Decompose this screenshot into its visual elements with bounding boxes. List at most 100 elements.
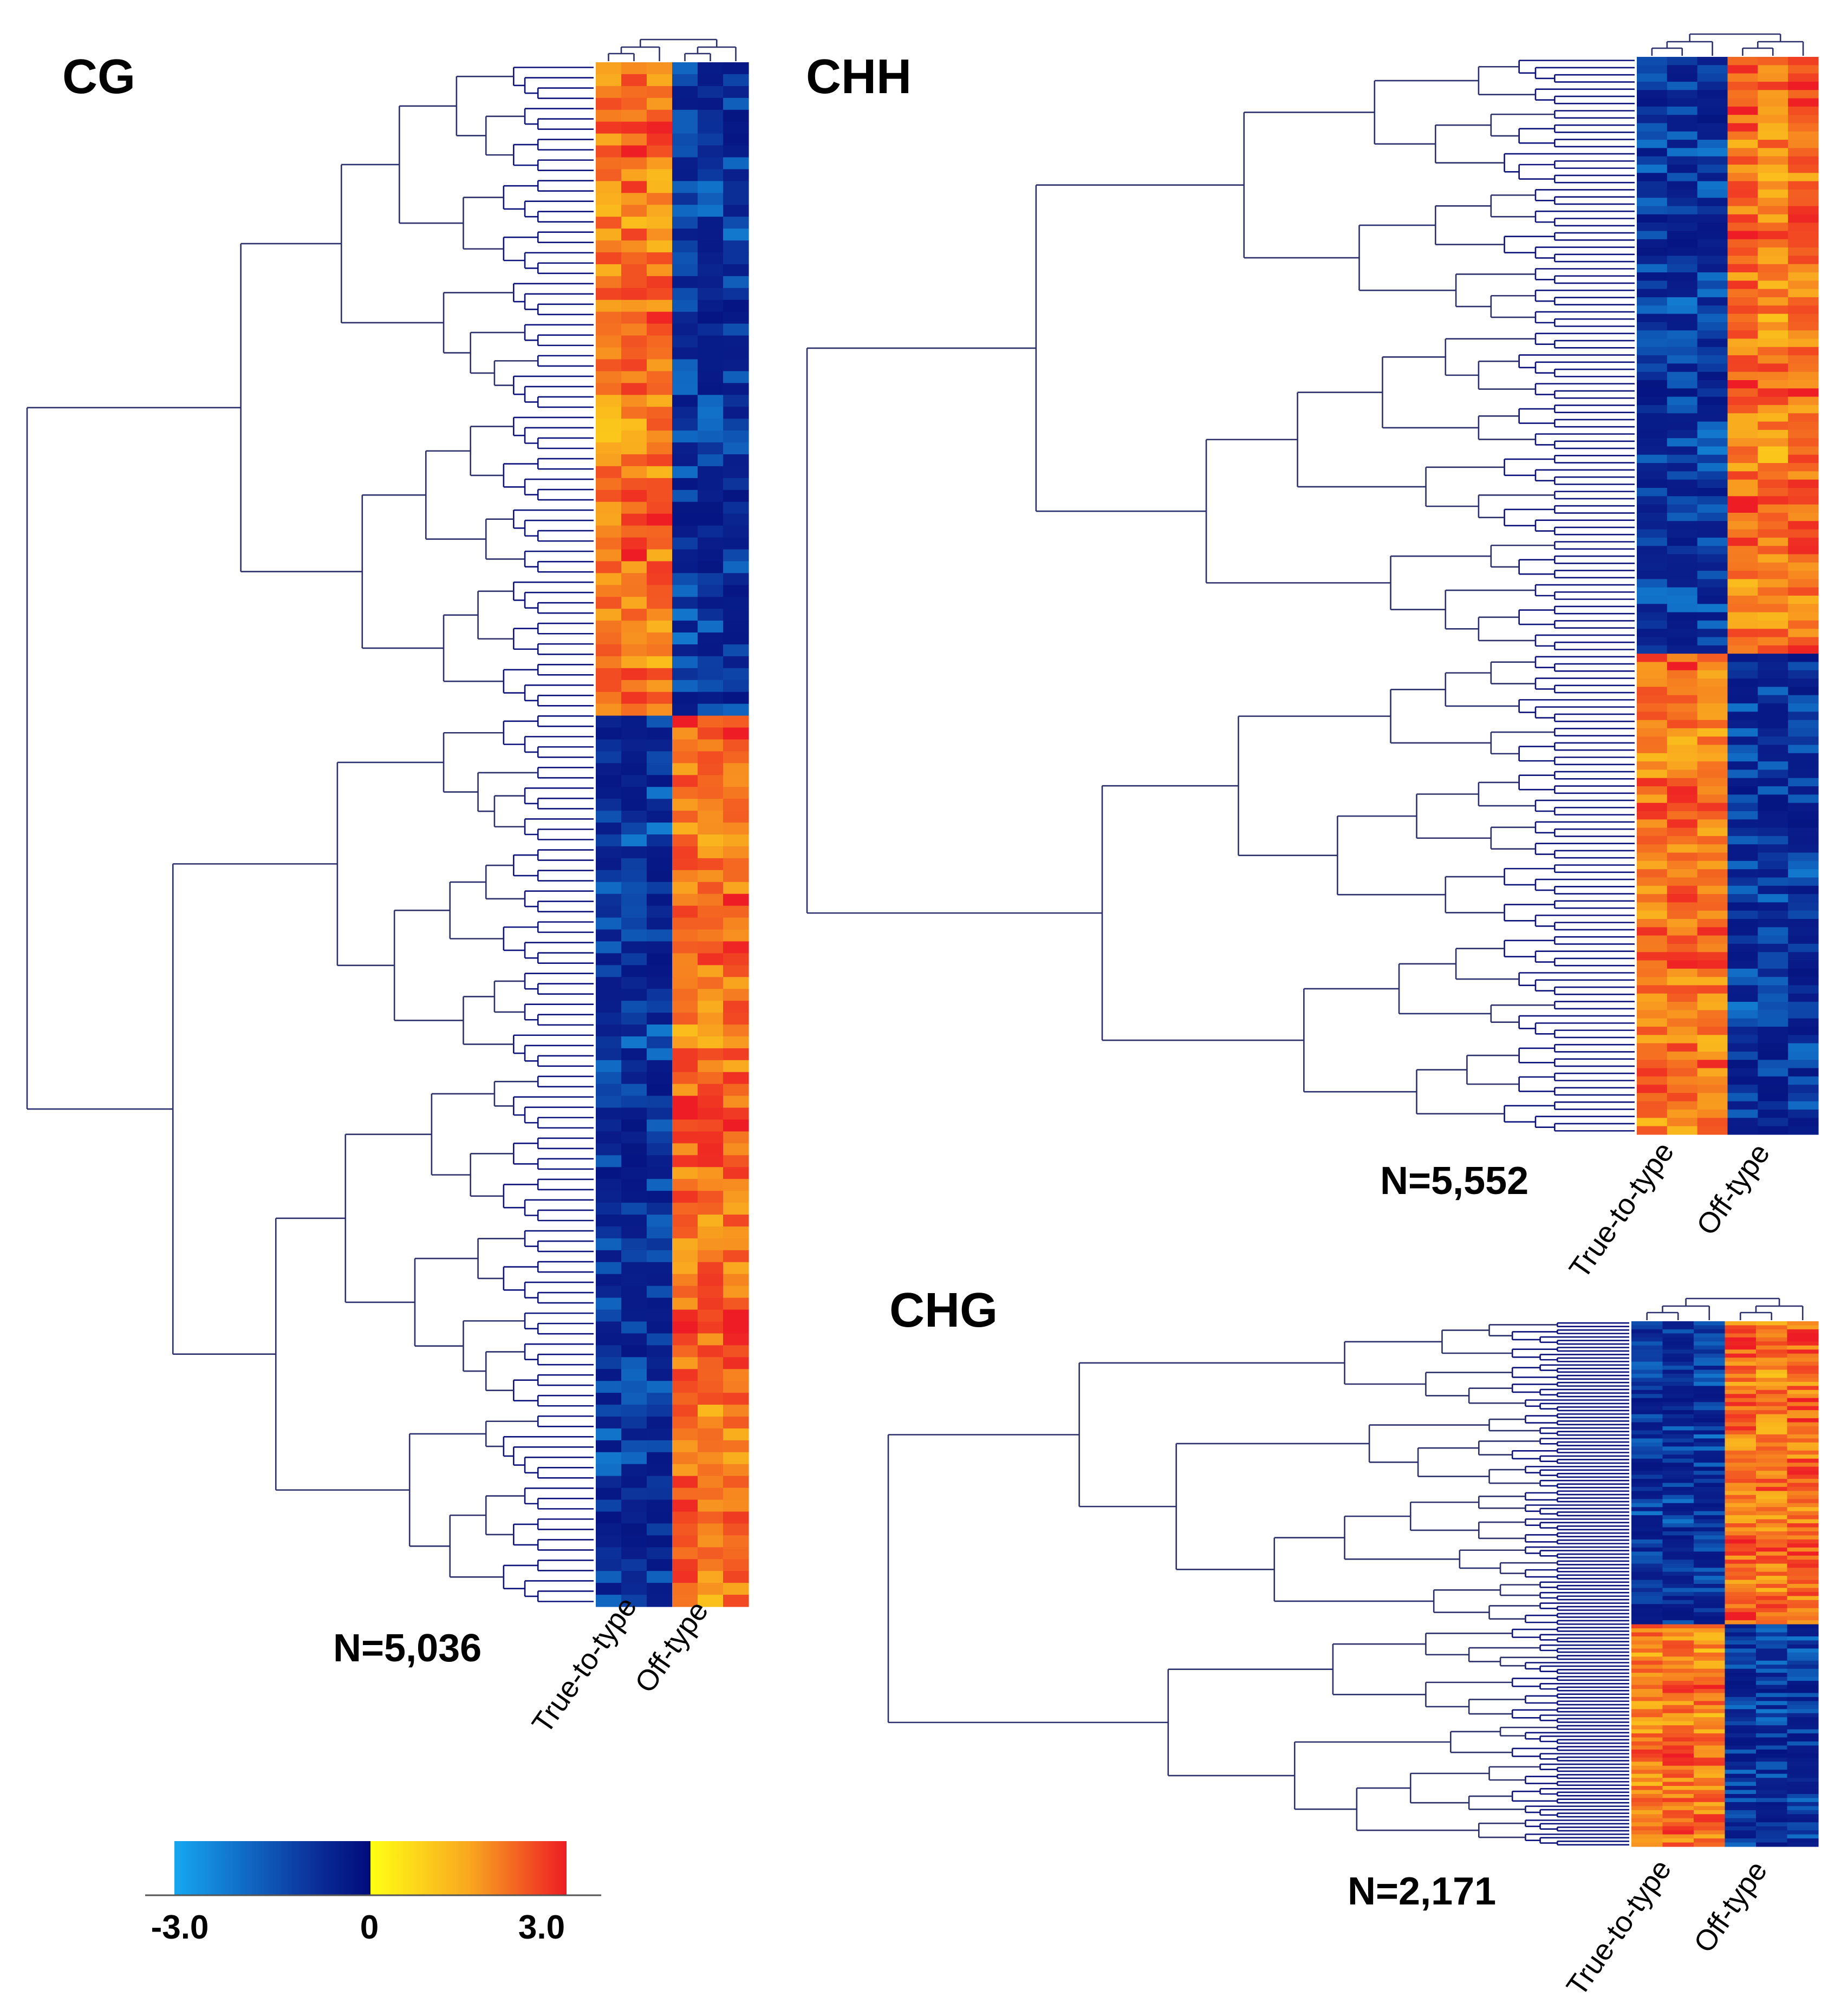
heatmap-cell xyxy=(1631,1422,1663,1427)
heatmap-cell xyxy=(621,454,647,467)
heatmap-cell xyxy=(1694,1434,1726,1439)
heatmap-cell xyxy=(1631,1729,1663,1734)
heatmap-cell xyxy=(647,169,673,181)
heatmap-cell xyxy=(1637,720,1668,729)
heatmap-cell xyxy=(1788,454,1819,464)
heatmap-cell xyxy=(672,288,698,301)
heatmap-cell xyxy=(1637,587,1668,596)
heatmap-cell xyxy=(672,703,698,716)
heatmap-cell xyxy=(621,1464,647,1477)
heatmap-cell xyxy=(1787,1434,1819,1439)
heatmap-cell xyxy=(1756,1422,1788,1427)
heatmap-cell xyxy=(698,217,724,229)
heatmap-cell xyxy=(647,229,673,241)
heatmap-cell xyxy=(1667,695,1698,704)
heatmap-cell xyxy=(1694,1713,1726,1718)
heatmap-cell xyxy=(1697,935,1728,944)
heatmap-cell xyxy=(1758,645,1788,654)
heatmap-cell xyxy=(1697,670,1728,679)
heatmap-cell xyxy=(1725,1818,1757,1823)
heatmap-cell xyxy=(1758,173,1788,182)
heatmap-cell xyxy=(698,1452,724,1465)
heatmap-cell xyxy=(647,1393,673,1405)
heatmap-cell xyxy=(1787,1337,1819,1342)
heatmap-cell xyxy=(1787,1479,1819,1484)
legend-positive-gradient xyxy=(370,1841,567,1895)
heatmap-cell xyxy=(1787,1527,1819,1532)
heatmap-cell xyxy=(1667,388,1698,397)
heatmap-cell xyxy=(1727,214,1758,223)
heatmap-cell xyxy=(1637,181,1668,190)
heatmap-cell xyxy=(596,656,622,669)
heatmap-cell xyxy=(1787,1584,1819,1589)
heatmap-cell xyxy=(698,929,724,942)
heatmap-cell xyxy=(1694,1491,1726,1496)
heatmap-cell xyxy=(621,1143,647,1156)
heatmap-cell xyxy=(1756,1628,1788,1633)
heatmap-cell xyxy=(723,1191,749,1203)
heatmap-cell xyxy=(672,1428,698,1441)
heatmap-cell xyxy=(1667,1027,1698,1035)
heatmap-cell xyxy=(1637,355,1668,364)
heatmap-cell xyxy=(1787,1588,1819,1593)
heatmap-cell xyxy=(1662,1527,1694,1532)
heatmap-cell xyxy=(1697,811,1728,820)
heatmap-cell xyxy=(698,1001,724,1013)
heatmap-cell xyxy=(1694,1838,1726,1843)
heatmap-cell xyxy=(1697,695,1728,704)
heatmap-cell xyxy=(1758,371,1788,381)
heatmap-cell xyxy=(647,965,673,977)
heatmap-cell xyxy=(1758,131,1788,140)
heatmap-cell xyxy=(1787,1503,1819,1508)
heatmap-cell xyxy=(1694,1656,1726,1661)
heatmap-cell xyxy=(621,573,647,585)
heatmap-cell xyxy=(723,1286,749,1299)
heatmap-cell xyxy=(1697,1085,1728,1094)
heatmap-cell xyxy=(621,823,647,835)
heatmap-cell xyxy=(1727,753,1758,762)
heatmap-cell xyxy=(1788,579,1819,588)
heatmap-cell xyxy=(1758,115,1788,124)
heatmap-cell xyxy=(1725,1838,1757,1843)
heatmap-cell xyxy=(1788,156,1819,165)
heatmap-cell xyxy=(1787,1547,1819,1552)
heatmap-cell xyxy=(647,787,673,799)
heatmap-cell xyxy=(723,335,749,348)
heatmap-cell xyxy=(698,1155,724,1167)
heatmap-cell xyxy=(723,383,749,395)
heatmap-cell xyxy=(596,858,622,871)
heatmap-cell xyxy=(698,74,724,87)
heatmap-cell xyxy=(1662,1551,1694,1556)
heatmap-cell xyxy=(621,1440,647,1453)
heatmap-cell xyxy=(1725,1632,1757,1637)
heatmap-cell xyxy=(1631,1321,1663,1326)
heatmap-cell xyxy=(1662,1616,1694,1621)
heatmap-cell xyxy=(1788,189,1819,198)
heatmap-cell xyxy=(672,1072,698,1085)
heatmap-cell xyxy=(1667,438,1698,447)
chg-n-label: N=2,171 xyxy=(1348,1870,1496,1913)
heatmap-cell xyxy=(698,609,724,621)
heatmap-cell xyxy=(596,1595,622,1607)
heatmap-cell xyxy=(1788,943,1819,952)
heatmap-cell xyxy=(596,1084,622,1097)
heatmap-cell xyxy=(1787,1648,1819,1653)
heatmap-cell xyxy=(1727,968,1758,977)
heatmap-cell xyxy=(698,703,724,716)
heatmap-cell xyxy=(1662,1624,1694,1629)
heatmap-cell xyxy=(1727,322,1758,331)
heatmap-cell xyxy=(1787,1422,1819,1427)
heatmap-cell xyxy=(1787,1386,1819,1391)
heatmap-cell xyxy=(596,1333,622,1346)
heatmap-cell xyxy=(1637,413,1668,422)
heatmap-cell xyxy=(698,1131,724,1144)
heatmap-cell xyxy=(1787,1665,1819,1669)
heatmap-cell xyxy=(621,1025,647,1037)
heatmap-cell xyxy=(1788,1010,1819,1019)
heatmap-cell xyxy=(1694,1366,1726,1371)
heatmap-cell xyxy=(1788,272,1819,281)
heatmap-cell xyxy=(1725,1406,1757,1411)
heatmap-cell xyxy=(647,1048,673,1061)
heatmap-cell xyxy=(1694,1761,1726,1766)
heatmap-cell xyxy=(1727,106,1758,115)
